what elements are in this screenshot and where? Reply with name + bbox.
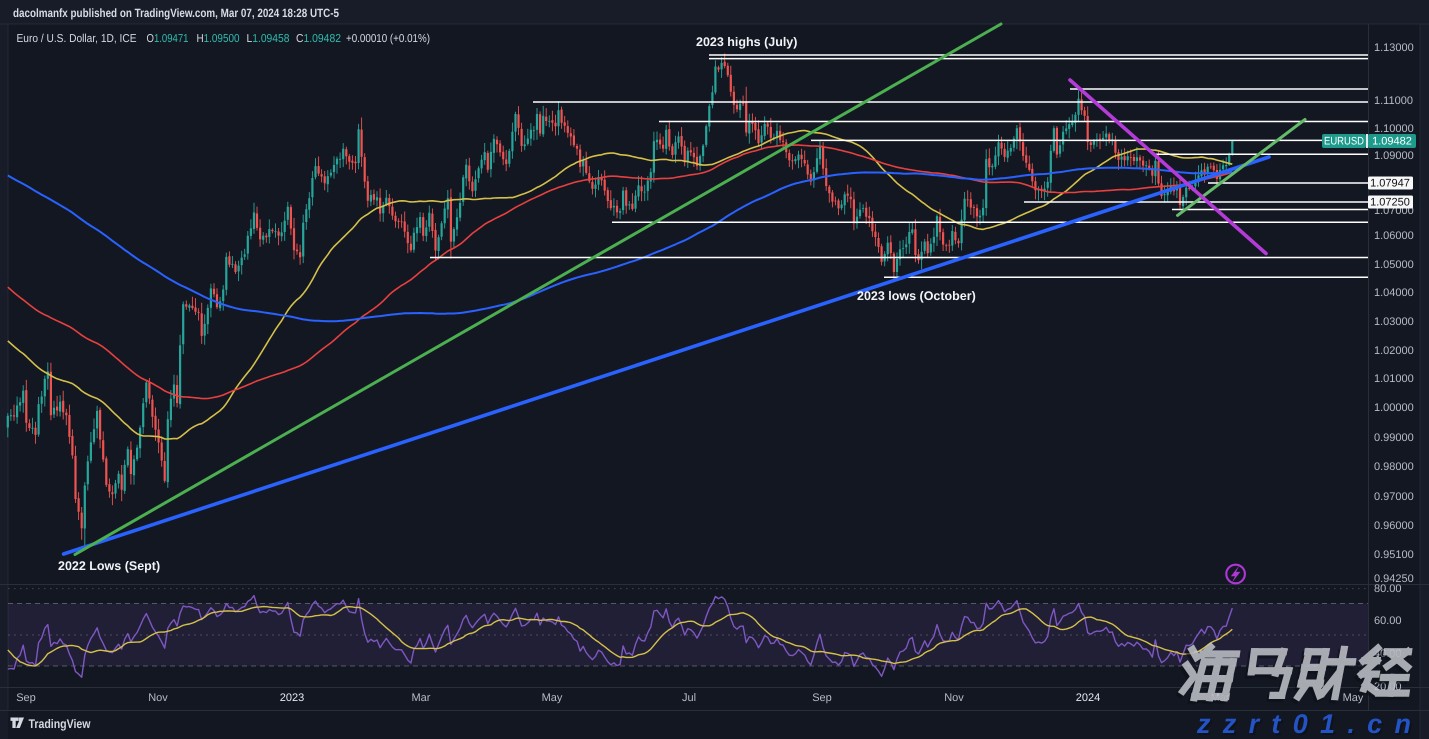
svg-text:+0.00010 (+0.01%): +0.00010 (+0.01%) [346,33,430,45]
svg-text:2023: 2023 [280,692,304,704]
svg-text:C1.09482: C1.09482 [296,33,341,45]
svg-text:May: May [542,692,563,704]
svg-text:1.07250: 1.07250 [1370,197,1410,209]
svg-text:zzrt01.cn: zzrt01.cn [1196,709,1423,739]
svg-text:Nov: Nov [944,692,964,704]
svg-text:L1.09458: L1.09458 [247,33,290,45]
svg-text:2024: 2024 [1076,692,1100,704]
svg-text:Sep: Sep [812,692,832,704]
svg-text:2023 lows (October): 2023 lows (October) [857,289,976,303]
svg-text:1.11000: 1.11000 [1374,95,1413,107]
svg-text:1.04000: 1.04000 [1374,287,1414,299]
svg-text:2022 Lows (Sept): 2022 Lows (Sept) [58,559,160,573]
svg-text:0.99000: 0.99000 [1374,432,1414,444]
svg-text:0.94250: 0.94250 [1374,573,1414,585]
svg-text:0.95100: 0.95100 [1374,549,1414,561]
svg-text:1.03000: 1.03000 [1374,316,1414,328]
svg-text:1.02000: 1.02000 [1374,345,1414,357]
svg-text:2023 highs (July): 2023 highs (July) [696,35,797,49]
svg-text:zzrt01.cn: zzrt01.cn [1198,711,1425,739]
svg-text:Sep: Sep [16,692,36,704]
svg-text:1.07947: 1.07947 [1370,178,1410,190]
svg-text:1.09482: 1.09482 [1372,136,1412,148]
svg-text:Euro / U.S. Dollar, 1D, ICE: Euro / U.S. Dollar, 1D, ICE [17,33,137,45]
svg-text:1.09000: 1.09000 [1374,150,1414,162]
svg-text:EURUSD: EURUSD [1324,136,1364,148]
svg-text:Mar: Mar [412,692,431,704]
svg-text:May: May [1343,692,1364,704]
svg-text:80.00: 80.00 [1374,583,1402,595]
svg-text:dacolmanfx published on Tradin: dacolmanfx published on TradingView.com,… [13,6,339,20]
svg-text:1.01000: 1.01000 [1374,373,1414,385]
svg-text:Nov: Nov [148,692,168,704]
svg-text:H1.09500: H1.09500 [197,33,240,45]
svg-text:0.98000: 0.98000 [1374,461,1414,473]
svg-text:1.10000: 1.10000 [1374,123,1414,135]
svg-text:O1.09471: O1.09471 [147,33,189,45]
svg-text:1.05000: 1.05000 [1374,259,1414,271]
svg-text:1.06000: 1.06000 [1374,230,1414,242]
svg-text:60.00: 60.00 [1374,615,1402,627]
svg-text:1.00000: 1.00000 [1374,402,1414,414]
svg-text:Jul: Jul [682,692,696,704]
svg-text:0.97000: 0.97000 [1374,491,1414,503]
svg-text:TradingView: TradingView [29,717,91,731]
svg-text:0.96000: 0.96000 [1374,520,1414,532]
svg-text:1.13000: 1.13000 [1374,42,1414,54]
